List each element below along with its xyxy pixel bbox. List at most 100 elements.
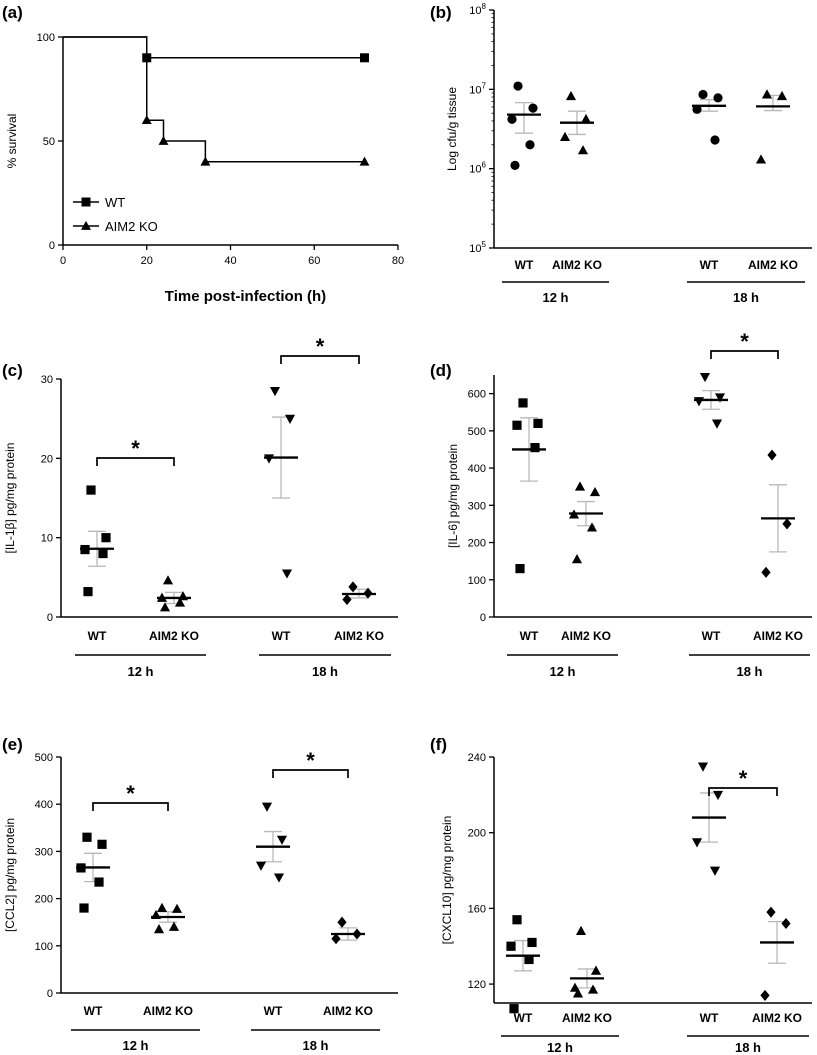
series-line: [63, 37, 365, 162]
category-label: WT: [702, 629, 721, 643]
y-tick-label: 0: [480, 612, 486, 624]
data-point: [575, 481, 585, 490]
x-tick-label: 60: [308, 255, 320, 267]
y-tick-label: 100: [37, 32, 55, 44]
category-label: WT: [272, 629, 291, 643]
y-tick-label: 108: [469, 2, 486, 17]
x-tick-label: 20: [141, 255, 153, 267]
panel-d: (d) 0 100 200 300 400 500 600 [IL-6] pg/mg prote…: [430, 329, 812, 679]
data-point: [264, 454, 274, 463]
data-point: [715, 393, 725, 402]
panel-e: (e) 0 100 200 300 400 500 [CCL2] pg/mg protein W…: [2, 735, 398, 1053]
y-tick-label: 300: [468, 500, 486, 512]
group-label: 12 h: [542, 290, 568, 305]
data-point: [518, 398, 527, 407]
data-point: [513, 81, 522, 90]
significance-star: *: [316, 334, 325, 359]
y-tick-label: 200: [468, 828, 486, 840]
y-tick-label: 30: [41, 374, 53, 386]
data-point: [163, 575, 173, 584]
y-tick-label: 120: [468, 979, 486, 991]
data-point: [169, 922, 179, 931]
figure: (a)0501000 20 40 60 80Time post-infection (h…: [0, 0, 817, 1055]
y-tick-label: 100: [35, 941, 53, 953]
x-tick-label: 80: [392, 255, 404, 267]
y-tick-label: 600: [468, 389, 486, 401]
data-point: [512, 421, 521, 430]
y-tick-label: 200: [35, 894, 53, 906]
data-point: [94, 877, 103, 886]
data-point: [578, 145, 588, 154]
category-label: WT: [520, 629, 539, 643]
data-point: [154, 924, 164, 933]
data-point: [590, 487, 600, 496]
group-label: 18 h: [302, 1038, 328, 1053]
significance-star: *: [126, 781, 135, 806]
data-point: [698, 763, 708, 772]
x-tick-label: 0: [60, 255, 66, 267]
y-tick-label: 10: [41, 533, 53, 545]
x-axis-label: Time post-infection (h): [165, 288, 326, 305]
data-point: [515, 564, 524, 573]
y-tick-label: 400: [468, 463, 486, 475]
data-point: [97, 840, 106, 849]
panel-b: (b)105106107108Log cfu/g tissueWT AIM2 KO…: [430, 2, 812, 305]
data-point: [82, 198, 91, 207]
y-tick-label: 20: [41, 453, 53, 465]
y-tick-label: 500: [35, 752, 53, 764]
group-label: 12 h: [547, 1040, 573, 1055]
data-point: [528, 104, 537, 113]
category-label: WT: [264, 1004, 283, 1018]
significance-star: *: [740, 329, 749, 354]
category-label: WT: [84, 1004, 103, 1018]
data-point: [274, 873, 284, 882]
data-point: [101, 533, 110, 542]
data-point: [82, 833, 91, 842]
data-point: [86, 485, 95, 494]
category-label: AIM2 KO: [748, 258, 798, 272]
data-point: [348, 581, 357, 592]
significance-star: *: [306, 748, 315, 773]
significance-star: *: [739, 766, 748, 791]
y-tick-label: 0: [47, 988, 53, 1000]
panel-label: (e): [2, 735, 23, 754]
panel-label: (d): [430, 361, 452, 380]
data-point: [337, 917, 346, 928]
data-point: [692, 838, 702, 847]
category-label: AIM2 KO: [143, 1004, 193, 1018]
data-point: [530, 443, 539, 452]
data-point: [512, 915, 521, 924]
y-tick-label: 160: [468, 903, 486, 915]
data-point: [507, 115, 516, 124]
tick-base: 10: [469, 5, 481, 17]
data-point: [282, 569, 292, 578]
y-tick-label: 200: [468, 538, 486, 550]
data-point: [572, 554, 582, 563]
category-label: AIM2 KO: [562, 1011, 612, 1025]
data-point: [710, 867, 720, 876]
legend-label: WT: [105, 195, 125, 210]
category-label: WT: [514, 1011, 533, 1025]
panel-f: (f) 120 160 200 240 [CXCL10] pg/mg protein WT A…: [430, 735, 812, 1055]
tick-exponent: 7: [482, 81, 487, 90]
data-point: [172, 904, 182, 913]
data-point: [533, 419, 542, 428]
panel-label: (f): [430, 735, 447, 754]
group-label: 12 h: [549, 664, 575, 679]
group-label: 18 h: [312, 664, 338, 679]
legend-label: AIM2 KO: [105, 219, 158, 234]
data-point: [713, 93, 722, 102]
data-point: [277, 836, 287, 845]
data-point: [525, 140, 534, 149]
data-point: [256, 862, 266, 871]
data-point: [576, 926, 586, 935]
group-label: 18 h: [735, 1040, 761, 1055]
data-point: [782, 518, 791, 529]
data-point: [591, 966, 601, 975]
data-point: [767, 450, 776, 461]
y-axis-label: % survival: [5, 114, 19, 169]
tick-base: 10: [469, 164, 481, 176]
group-label: 18 h: [733, 290, 759, 305]
data-point: [761, 567, 770, 578]
y-tick-label: 0: [49, 240, 55, 252]
